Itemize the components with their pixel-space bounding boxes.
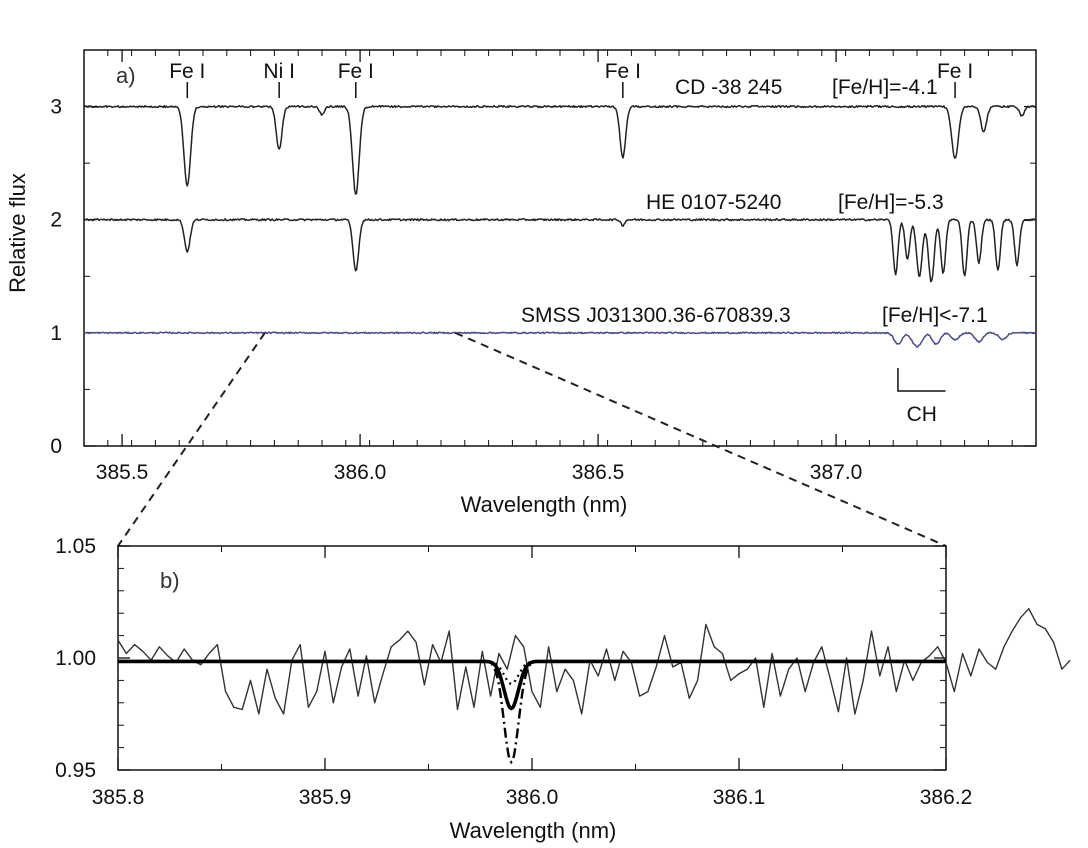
series-label-he-0107-5240: HE 0107-5240 (646, 191, 781, 214)
series-metallicity-smss: [Fe/H]<-7.1 (882, 304, 988, 327)
panel-a-series (83, 104, 1037, 348)
x-tick-label: 386.1 (713, 786, 766, 809)
ch-band-bracket (897, 368, 946, 392)
spectrum-line (83, 218, 1037, 283)
series-label-cd-38-245: CD -38 245 (675, 76, 782, 99)
series-label-smss: SMSS J031300.36-670839.3 (521, 304, 791, 327)
x-tick-label: 385.8 (92, 786, 145, 809)
panel-b-frame (117, 545, 947, 771)
x-tick-label: 386.2 (920, 786, 973, 809)
line-id-label: Fe I (338, 60, 374, 83)
line-id-label: Fe I (605, 60, 641, 83)
panel-a-ylabel: Relative flux (5, 173, 30, 293)
zoom-connector-left (117, 332, 266, 547)
ch-band-label: CH (907, 403, 937, 426)
y-tick-label: 3 (50, 96, 62, 119)
panel-b-xlabel: Wavelength (nm) (450, 818, 617, 843)
panel-a-ticks: 385.5 386.0 386.5 387.0 0 1 2 3 (50, 50, 1037, 484)
series-metallicity-he-0107-5240: [Fe/H]=-5.3 (838, 191, 944, 214)
x-tick-label: 387.0 (810, 461, 863, 484)
zoom-connector-right (454, 331, 947, 547)
x-tick-label: 385.9 (299, 786, 352, 809)
y-tick-label: 0 (50, 435, 62, 458)
panel-b-label: b) (160, 568, 180, 593)
y-tick-label: 0.95 (55, 759, 96, 782)
x-tick-label: 385.5 (96, 461, 149, 484)
y-tick-label: 1.00 (55, 647, 96, 670)
y-tick-label: 2 (50, 209, 62, 232)
x-tick-label: 386.0 (506, 786, 559, 809)
model-line-best-fit (118, 659, 946, 711)
model-line-strong (118, 660, 946, 765)
model-line-weak (118, 660, 946, 685)
observed-spectrum-line (117, 608, 1071, 715)
line-id-label: Fe I (169, 60, 205, 83)
panel-a-xlabel: Wavelength (nm) (461, 492, 628, 517)
spectrum-line (83, 331, 1037, 348)
line-id-label: Fe I (937, 60, 973, 83)
y-tick-label: 1 (50, 322, 62, 345)
panel-a-label: a) (116, 63, 136, 88)
panel-b-series (117, 608, 1071, 765)
series-metallicity-cd-38-245: [Fe/H]=-4.1 (832, 76, 938, 99)
panel-b-ticks: 385.8 385.9 386.0 386.1 386.2 0.95 1.00 1.05 (55, 535, 972, 809)
line-id-label: Ni I (263, 60, 295, 83)
x-tick-label: 386.0 (334, 461, 387, 484)
panel-a-line-ids: Fe I Ni I Fe I Fe I Fe I (169, 60, 973, 98)
y-tick-label: 1.05 (55, 535, 96, 558)
spectrum-line (83, 104, 1037, 195)
panel-b: 385.8 385.9 386.0 386.1 386.2 0.95 1.00 1.05 b)… (55, 535, 1071, 843)
x-tick-label: 386.5 (572, 461, 625, 484)
